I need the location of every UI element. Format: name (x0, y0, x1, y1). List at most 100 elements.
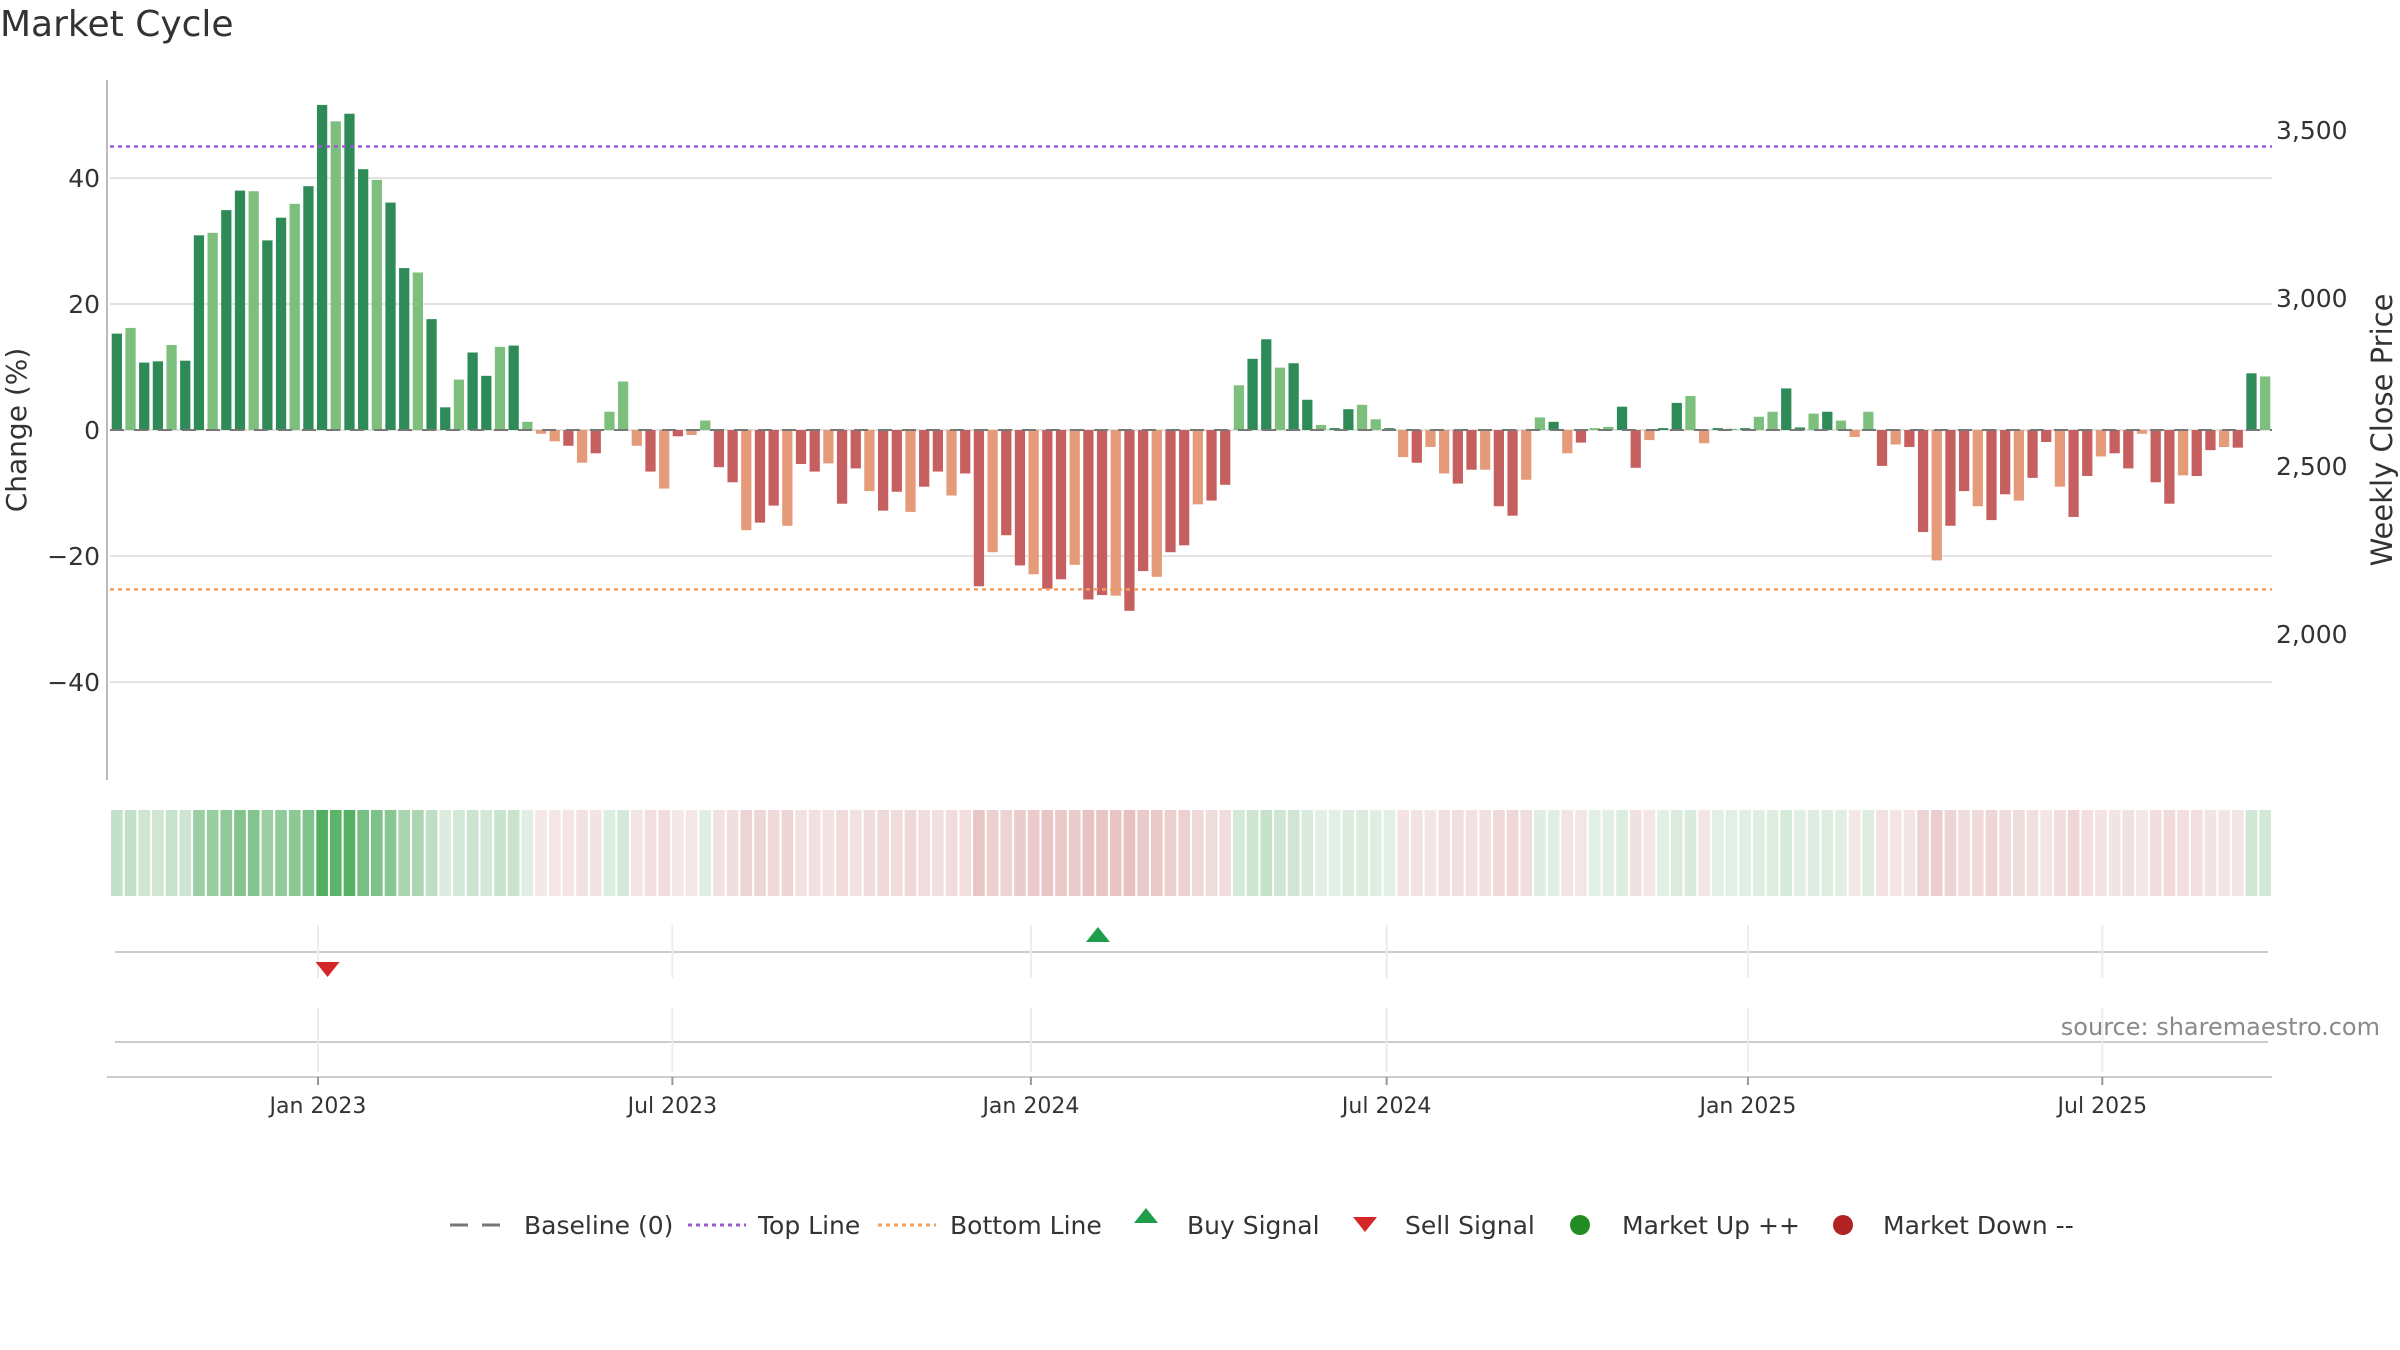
y2-tick-label: 3,000 (2276, 284, 2348, 313)
bar (494, 346, 506, 430)
strip-cell (1547, 810, 1560, 896)
strip-cell (1588, 810, 1601, 896)
bar (399, 268, 410, 430)
strip-cell (398, 810, 411, 896)
bar (275, 217, 287, 430)
strip-cell (672, 810, 684, 896)
y-axis-label: Change (%) (0, 348, 33, 513)
strip-cell (261, 810, 274, 896)
bar (1001, 430, 1012, 536)
bar (713, 430, 725, 468)
bar (2177, 430, 2189, 476)
bar (700, 420, 711, 430)
strip-cell (1479, 810, 1492, 896)
legend-market-up-icon (1570, 1215, 1590, 1235)
bar (2068, 430, 2079, 517)
strip-cell (1807, 810, 1820, 896)
strip-cell (2190, 810, 2203, 896)
strip-cell (1451, 810, 1464, 896)
strip-cell (1999, 810, 2012, 896)
bar (809, 430, 820, 472)
strip-cell (945, 810, 958, 896)
strip-cell (1246, 810, 1259, 896)
bar (2000, 430, 2011, 495)
strip-cell (754, 810, 766, 896)
bar (248, 191, 259, 430)
bar (563, 430, 574, 446)
strip-cell (1219, 810, 1232, 896)
strip-cell (412, 810, 424, 896)
strip-cell (357, 810, 369, 896)
bar (1356, 404, 1368, 430)
x-tick-label: Jan 2024 (980, 1094, 1079, 1119)
strip-cell (2013, 810, 2025, 896)
strip-cell (507, 810, 520, 896)
bar (1589, 428, 1600, 430)
bar (1069, 430, 1080, 565)
strip-cell (1260, 810, 1273, 896)
strip-cell (617, 810, 629, 896)
y2-tick-label: 2,000 (2276, 620, 2348, 649)
strip-cell (1958, 810, 1970, 896)
bar (1124, 430, 1135, 611)
bar (1192, 430, 1203, 505)
bar (1904, 430, 1915, 448)
x-tick-label: Jul 2024 (1340, 1094, 1432, 1119)
strip-cell (1657, 810, 1669, 896)
bar (166, 344, 177, 430)
bar (111, 333, 122, 430)
legend-item: Sell Signal (1353, 1211, 1535, 1240)
bar (1972, 430, 1983, 507)
bar (1657, 428, 1669, 430)
bar (508, 345, 519, 430)
bar (1630, 430, 1641, 468)
bar (2041, 430, 2052, 442)
bar (522, 421, 533, 430)
strip-cell (288, 810, 301, 896)
strip-cell (1082, 810, 1095, 896)
strip-cell (1684, 810, 1697, 896)
strip-cell (1356, 810, 1368, 896)
bar (1480, 430, 1491, 470)
y-tick-label: 20 (68, 290, 100, 319)
strip-cell (111, 810, 123, 896)
bar (1876, 430, 1888, 466)
bar (481, 375, 492, 430)
bar (823, 430, 834, 464)
legend-label: Buy Signal (1187, 1211, 1320, 1240)
strip-cell (822, 810, 835, 896)
bar (1616, 406, 1628, 430)
y2-tick-label: 3,500 (2276, 116, 2348, 145)
x-tick-label: Jan 2023 (268, 1094, 367, 1119)
strip-cell (959, 810, 972, 896)
strip-cell (1055, 810, 1067, 896)
bar (1110, 430, 1121, 596)
bar (1822, 411, 1833, 430)
strip-cell (179, 810, 192, 896)
strip-cell (644, 810, 657, 896)
bar (2150, 430, 2161, 483)
bar (1562, 430, 1573, 454)
strip-cell (234, 810, 246, 896)
strip-cell (1274, 810, 1286, 896)
bar (919, 430, 930, 487)
strip-cell (2136, 810, 2148, 896)
strip-cell (918, 810, 931, 896)
bar (1945, 430, 1956, 526)
strip-cell (1369, 810, 1382, 896)
strip-cell (1506, 810, 1519, 896)
strip-cell (973, 810, 985, 896)
bar (358, 169, 369, 430)
strip-cell (1780, 810, 1793, 896)
bar (1712, 428, 1723, 430)
strip-cell (480, 810, 493, 896)
bar (1767, 411, 1778, 430)
strip-cell (1520, 810, 1533, 896)
bar (1548, 421, 1559, 430)
strip-cell (1301, 810, 1314, 896)
bar (1042, 430, 1053, 589)
bar (1220, 430, 1231, 485)
bar (1247, 358, 1258, 430)
strip-cell (247, 810, 260, 896)
